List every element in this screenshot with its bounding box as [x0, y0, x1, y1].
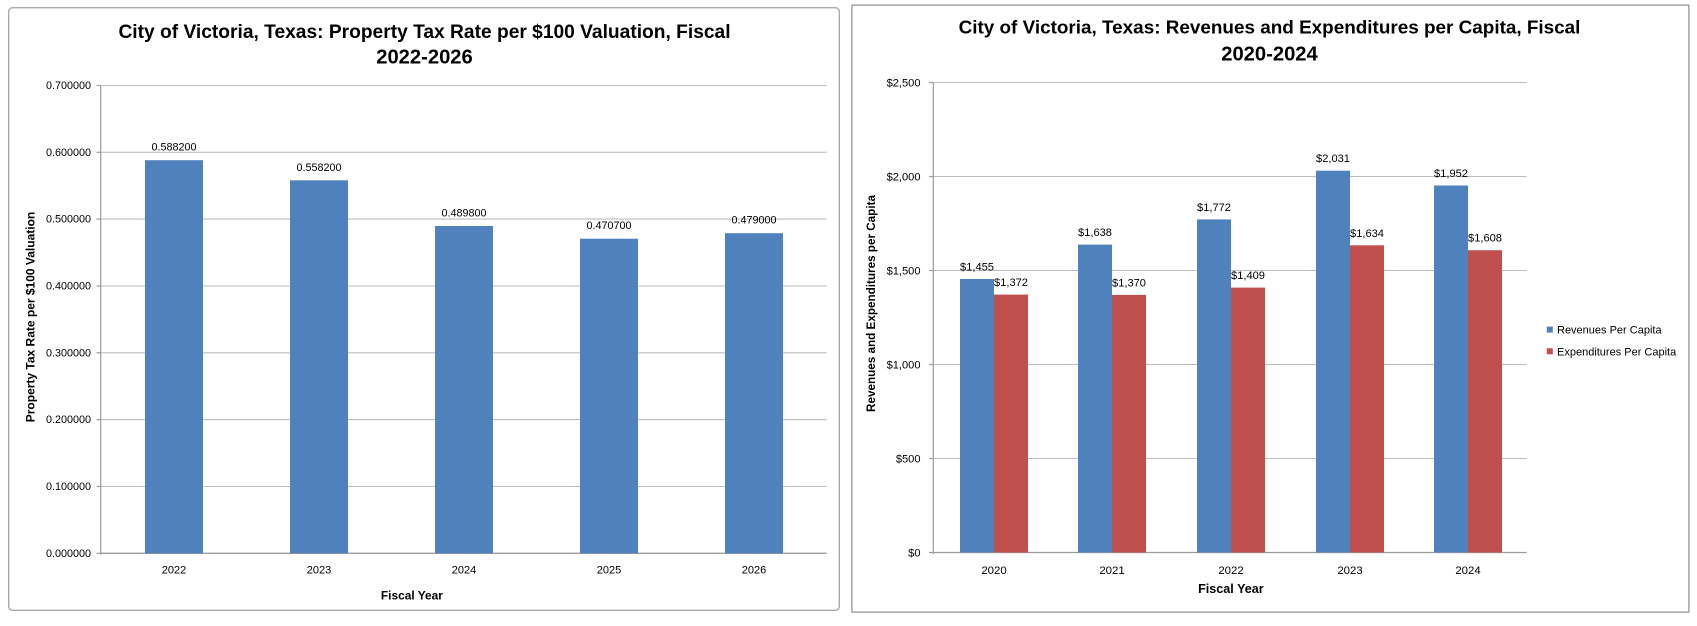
- svg-text:0.200000: 0.200000: [46, 414, 91, 426]
- svg-text:Fiscal Year: Fiscal Year: [1198, 582, 1264, 596]
- svg-text:City of Victoria, Texas: Reven: City of Victoria, Texas: Revenues and Ex…: [959, 17, 1581, 38]
- svg-text:$1,409: $1,409: [1231, 270, 1265, 282]
- svg-text:$1,952: $1,952: [1434, 168, 1468, 180]
- svg-text:2024: 2024: [1455, 565, 1480, 577]
- svg-text:$1,455: $1,455: [960, 262, 994, 274]
- svg-text:2022-2026: 2022-2026: [376, 47, 473, 69]
- svg-text:0.489800: 0.489800: [441, 208, 486, 220]
- svg-text:$1,634: $1,634: [1350, 228, 1384, 240]
- svg-text:0.470700: 0.470700: [586, 220, 631, 232]
- svg-text:Fiscal Year: Fiscal Year: [381, 588, 443, 602]
- svg-text:Property Tax Rate per $100 Val: Property Tax Rate per $100 Valuation: [24, 212, 38, 423]
- svg-text:$1,608: $1,608: [1468, 233, 1502, 245]
- svg-text:0.700000: 0.700000: [46, 80, 91, 92]
- svg-text:$1,372: $1,372: [994, 277, 1028, 289]
- svg-text:$2,500: $2,500: [887, 77, 921, 89]
- svg-text:0.479000: 0.479000: [731, 215, 776, 227]
- svg-text:2023: 2023: [1337, 565, 1362, 577]
- svg-text:0.000000: 0.000000: [46, 548, 91, 560]
- svg-text:0.558200: 0.558200: [296, 162, 341, 174]
- svg-text:2024: 2024: [452, 565, 476, 577]
- svg-text:$1,370: $1,370: [1112, 277, 1146, 289]
- svg-text:2021: 2021: [1099, 565, 1124, 577]
- svg-text:Revenues and Expenditures per: Revenues and Expenditures per Capita: [865, 195, 878, 412]
- svg-text:$0: $0: [908, 547, 920, 559]
- svg-text:0.100000: 0.100000: [46, 481, 91, 493]
- svg-text:$1,000: $1,000: [887, 359, 921, 371]
- svg-text:$1,500: $1,500: [887, 265, 921, 277]
- svg-text:$500: $500: [896, 453, 921, 465]
- svg-text:2022: 2022: [1218, 565, 1243, 577]
- svg-text:2022: 2022: [162, 565, 186, 577]
- svg-text:2023: 2023: [307, 565, 331, 577]
- svg-text:$2,031: $2,031: [1316, 153, 1350, 165]
- svg-text:2025: 2025: [597, 565, 621, 577]
- svg-text:0.500000: 0.500000: [46, 214, 91, 226]
- svg-text:$1,638: $1,638: [1078, 227, 1112, 239]
- svg-text:2020-2024: 2020-2024: [1221, 44, 1318, 66]
- svg-text:Revenues Per Capita: Revenues Per Capita: [1557, 325, 1662, 337]
- svg-text:0.588200: 0.588200: [151, 142, 196, 154]
- svg-text:0.600000: 0.600000: [46, 147, 91, 159]
- svg-text:2020: 2020: [981, 565, 1006, 577]
- svg-text:0.300000: 0.300000: [46, 347, 91, 359]
- svg-text:0.400000: 0.400000: [46, 281, 91, 293]
- svg-text:2026: 2026: [742, 565, 766, 577]
- svg-text:Expenditures Per Capita: Expenditures Per Capita: [1557, 346, 1677, 358]
- svg-text:$1,772: $1,772: [1197, 202, 1231, 214]
- svg-text:City of Victoria, Texas: Prope: City of Victoria, Texas: Property Tax Ra…: [118, 22, 730, 43]
- svg-text:$2,000: $2,000: [887, 171, 921, 183]
